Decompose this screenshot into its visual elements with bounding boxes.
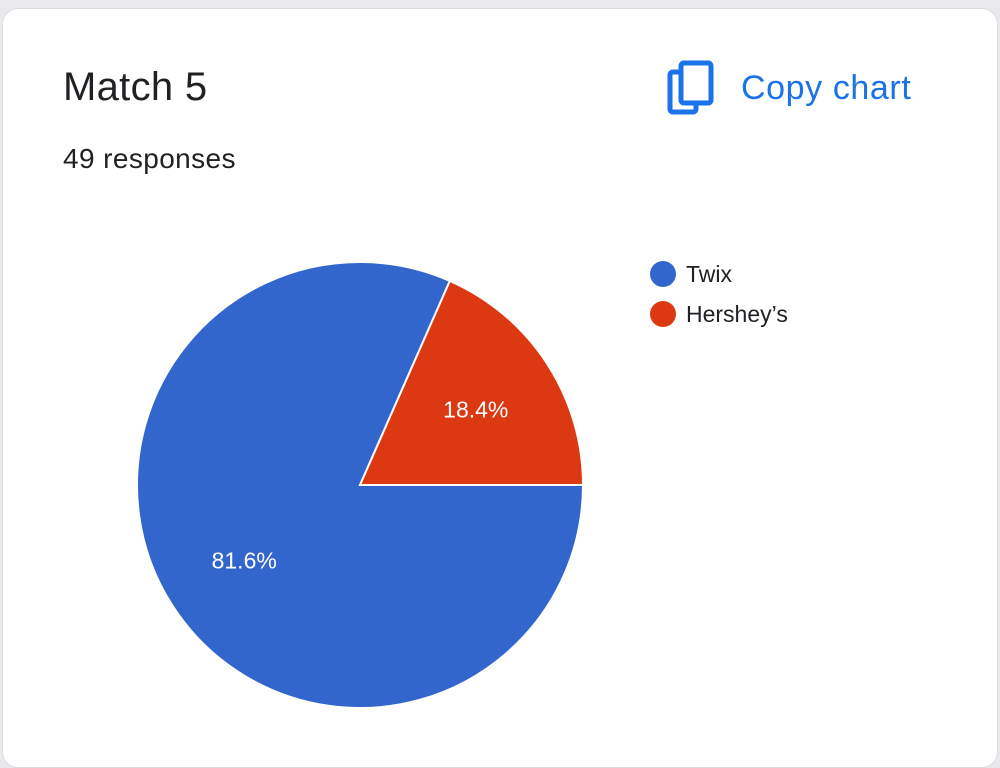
slice-label-twix: 81.6% — [212, 548, 277, 574]
response-count: 49 responses — [63, 143, 236, 174]
legend-swatch — [650, 261, 676, 287]
chart-legend: Twix Hershey’s — [650, 254, 788, 334]
copy-icon — [667, 60, 715, 116]
legend-label: Twix — [686, 260, 732, 287]
pie-chart: 81.6% 18.4% — [136, 261, 585, 709]
pie-slice-hershey-s — [358, 279, 585, 486]
legend-swatch — [650, 301, 676, 327]
slice-label-hershey-s: 18.4% — [443, 396, 508, 422]
question-title: Match 5 — [63, 65, 208, 109]
legend-item-hershey-s: Hershey’s — [650, 294, 788, 334]
legend-item-twix: Twix — [650, 254, 788, 294]
copy-chart-label: Copy chart — [741, 68, 912, 107]
copy-chart-button[interactable]: Copy chart — [667, 57, 911, 119]
legend-label: Hershey’s — [686, 300, 788, 327]
